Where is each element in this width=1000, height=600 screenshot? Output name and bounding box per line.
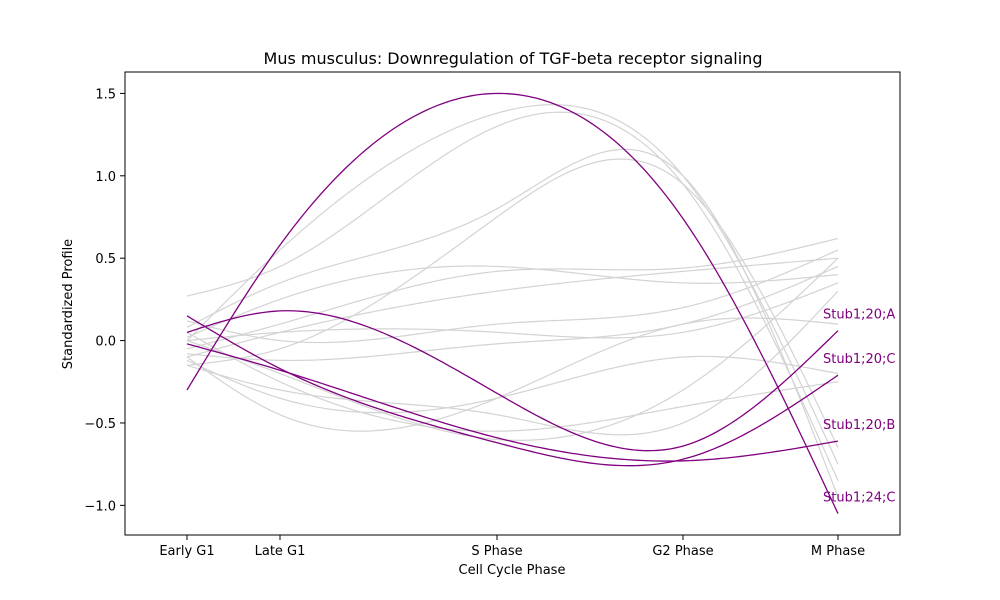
highlight-series-line [186,315,839,467]
highlight-series-line [186,343,839,462]
highlight-series-group [186,92,839,514]
y-tick-label: 0.0 [95,335,116,350]
x-axis: Early G1 Late G1 S Phase G2 Phase M Phase [159,535,865,559]
y-tick-label: 1.0 [95,170,116,185]
x-tick-label: Late G1 [255,544,306,559]
series-labels-group: Stub1;20;A Stub1;20;C Stub1;20;B Stub1;24;C [823,308,896,506]
series-label: Stub1;20;C [823,352,896,367]
x-tick-label: G2 Phase [652,544,713,559]
highlight-series-line [186,92,839,514]
x-tick-label: M Phase [811,544,865,559]
background-series-line [186,355,839,414]
x-axis-label: Cell Cycle Phase [459,563,566,578]
y-tick-label: −0.5 [84,417,116,432]
background-series-line [186,111,839,481]
highlight-series-line [186,310,839,452]
chart-title: Mus musculus: Downregulation of TGF-beta… [264,49,763,68]
background-series-line [186,265,839,362]
background-series-line [186,282,839,342]
series-label: Stub1;20;B [823,418,895,433]
y-tick-label: 0.5 [95,252,116,267]
background-series-line [186,158,839,448]
plot-frame [124,71,901,536]
background-series-line [186,148,839,498]
y-axis-label: Standardized Profile [61,239,76,369]
background-series-group [186,104,839,498]
y-axis: −1.0 −0.5 0.0 0.5 1.0 1.5 [84,87,125,514]
background-series-line [186,331,839,432]
series-label: Stub1;20;A [823,308,895,323]
background-series-line [186,237,839,350]
y-tick-label: −1.0 [84,499,116,514]
series-label: Stub1;24;C [823,491,896,506]
background-series-line [186,257,839,358]
background-series-line [186,317,839,432]
x-tick-label: S Phase [471,544,522,559]
background-series-line [186,290,839,436]
background-series-line [186,265,839,338]
background-series-line [186,257,839,441]
background-series-line [186,104,839,465]
x-tick-label: Early G1 [159,544,214,559]
y-tick-label: 1.5 [95,87,116,102]
